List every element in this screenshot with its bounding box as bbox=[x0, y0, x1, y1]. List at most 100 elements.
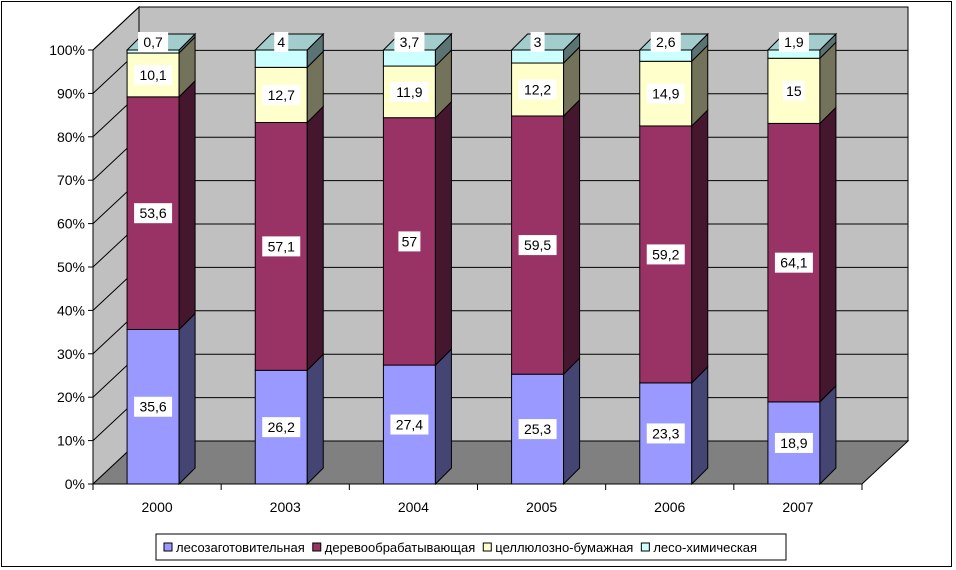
data-label: 64,1 bbox=[774, 252, 813, 273]
data-label-box bbox=[138, 32, 169, 52]
data-label-box bbox=[530, 32, 545, 52]
data-label-box bbox=[646, 83, 685, 104]
bar-side bbox=[563, 98, 581, 376]
x-tick-label: 2000 bbox=[142, 499, 173, 515]
data-label-text: 23,3 bbox=[652, 425, 679, 441]
data-label-text: 0,7 bbox=[143, 34, 163, 50]
data-label: 23,3 bbox=[646, 423, 685, 444]
data-label-text: 3 bbox=[534, 34, 542, 50]
legend-label: лесозаготовительная bbox=[176, 540, 305, 555]
bar-side bbox=[563, 356, 581, 486]
data-label-text: 26,2 bbox=[268, 419, 295, 435]
legend-swatch bbox=[482, 542, 492, 552]
x-tick-label: 2003 bbox=[270, 499, 301, 515]
x-tick-label: 2005 bbox=[526, 499, 557, 515]
data-label-text: 59,2 bbox=[652, 246, 679, 262]
data-label-box bbox=[650, 32, 681, 52]
bar-front bbox=[254, 49, 308, 68]
data-label: 2,6 bbox=[650, 32, 681, 52]
legend-label: деревообрабатывающая bbox=[325, 540, 476, 555]
data-label-text: 57,1 bbox=[268, 238, 295, 254]
data-label-text: 11,9 bbox=[396, 84, 422, 100]
y-tick-label: 30% bbox=[57, 346, 85, 362]
data-label: 18,9 bbox=[774, 432, 813, 453]
data-label-box bbox=[518, 419, 557, 440]
bar-side bbox=[306, 353, 324, 486]
y-tick-label: 80% bbox=[57, 129, 85, 145]
data-label-box bbox=[774, 432, 813, 453]
bar-front bbox=[382, 49, 436, 67]
data-label: 1,9 bbox=[778, 32, 809, 52]
data-label-box bbox=[518, 79, 557, 100]
legend-swatch bbox=[163, 542, 173, 552]
legend-item: целлюлозно-бумажная bbox=[482, 540, 633, 555]
bar-side bbox=[434, 347, 452, 486]
bar-segment bbox=[382, 347, 452, 486]
data-label-box bbox=[262, 84, 301, 105]
bar-side bbox=[434, 100, 452, 367]
gridline bbox=[92, 6, 908, 51]
legend-swatch bbox=[640, 542, 650, 552]
data-label-box bbox=[646, 244, 685, 265]
data-label-text: 57 bbox=[402, 233, 418, 249]
data-label: 3 bbox=[530, 32, 545, 52]
data-label: 4 bbox=[274, 32, 289, 52]
data-label-box bbox=[518, 235, 557, 256]
y-tick-label: 90% bbox=[57, 85, 85, 101]
bar-side bbox=[306, 105, 324, 372]
data-label-text: 35,6 bbox=[139, 399, 166, 415]
data-label-text: 64,1 bbox=[780, 255, 807, 271]
data-label: 12,7 bbox=[262, 84, 301, 105]
legend-box bbox=[155, 533, 787, 561]
y-axis: 0% 10% 20% 30% 40% 50% 60% 70% 80% 90% 100% bbox=[49, 42, 94, 492]
bar-side bbox=[819, 106, 837, 404]
bar-top bbox=[510, 33, 581, 51]
legend-label: лесо-химическая bbox=[653, 540, 757, 555]
data-label-text: 53,6 bbox=[139, 205, 166, 221]
x-tick-label: 2007 bbox=[782, 499, 813, 515]
legend-swatch bbox=[312, 542, 322, 552]
y-tick-label: 70% bbox=[57, 172, 85, 188]
y-tick-label: 60% bbox=[57, 216, 85, 232]
data-label-box bbox=[390, 81, 429, 102]
bar-top bbox=[254, 33, 325, 51]
data-label-box bbox=[774, 252, 813, 273]
data-label-text: 14,9 bbox=[652, 86, 679, 102]
y-tick-label: 100% bbox=[49, 42, 85, 58]
data-label: 59,2 bbox=[646, 244, 685, 265]
data-label-box bbox=[134, 64, 173, 85]
bar-side bbox=[691, 108, 709, 385]
data-label-box bbox=[398, 231, 421, 252]
data-label: 0,7 bbox=[138, 32, 169, 52]
data-label-box bbox=[394, 32, 425, 52]
data-label-text: 3,7 bbox=[400, 34, 420, 50]
data-label-box bbox=[274, 32, 289, 52]
data-label-text: 27,4 bbox=[396, 417, 423, 433]
legend-label: целлюлозно-бумажная bbox=[495, 540, 633, 555]
y-tick-label: 20% bbox=[57, 389, 85, 405]
data-label: 12,2 bbox=[518, 79, 557, 100]
data-label-box bbox=[262, 236, 301, 257]
bar-side bbox=[691, 365, 709, 486]
bar-side bbox=[178, 79, 196, 331]
bar-segment bbox=[254, 32, 325, 69]
x-tick-label: 2004 bbox=[398, 499, 429, 515]
data-label-text: 12,2 bbox=[524, 81, 551, 97]
y-tick-label: 10% bbox=[57, 433, 85, 449]
data-label: 15 bbox=[782, 80, 805, 101]
x-axis: 2000 2003 2004 2005 2006 2007 bbox=[92, 483, 863, 515]
data-label: 35,6 bbox=[134, 396, 173, 417]
data-label-text: 10,1 bbox=[139, 67, 166, 83]
data-label-text: 1,9 bbox=[784, 34, 804, 50]
data-label: 26,2 bbox=[262, 417, 301, 438]
data-label: 27,4 bbox=[390, 414, 429, 435]
x-tick-label: 2006 bbox=[654, 499, 685, 515]
data-label-box bbox=[646, 423, 685, 444]
data-label-box bbox=[134, 396, 173, 417]
y-tick-label: 50% bbox=[57, 259, 85, 275]
legend: лесозаготовительная деревообрабатывающая ц… bbox=[155, 533, 787, 561]
data-label: 57,1 bbox=[262, 236, 301, 257]
data-label: 59,5 bbox=[518, 235, 557, 256]
legend-item: деревообрабатывающая bbox=[312, 540, 476, 555]
